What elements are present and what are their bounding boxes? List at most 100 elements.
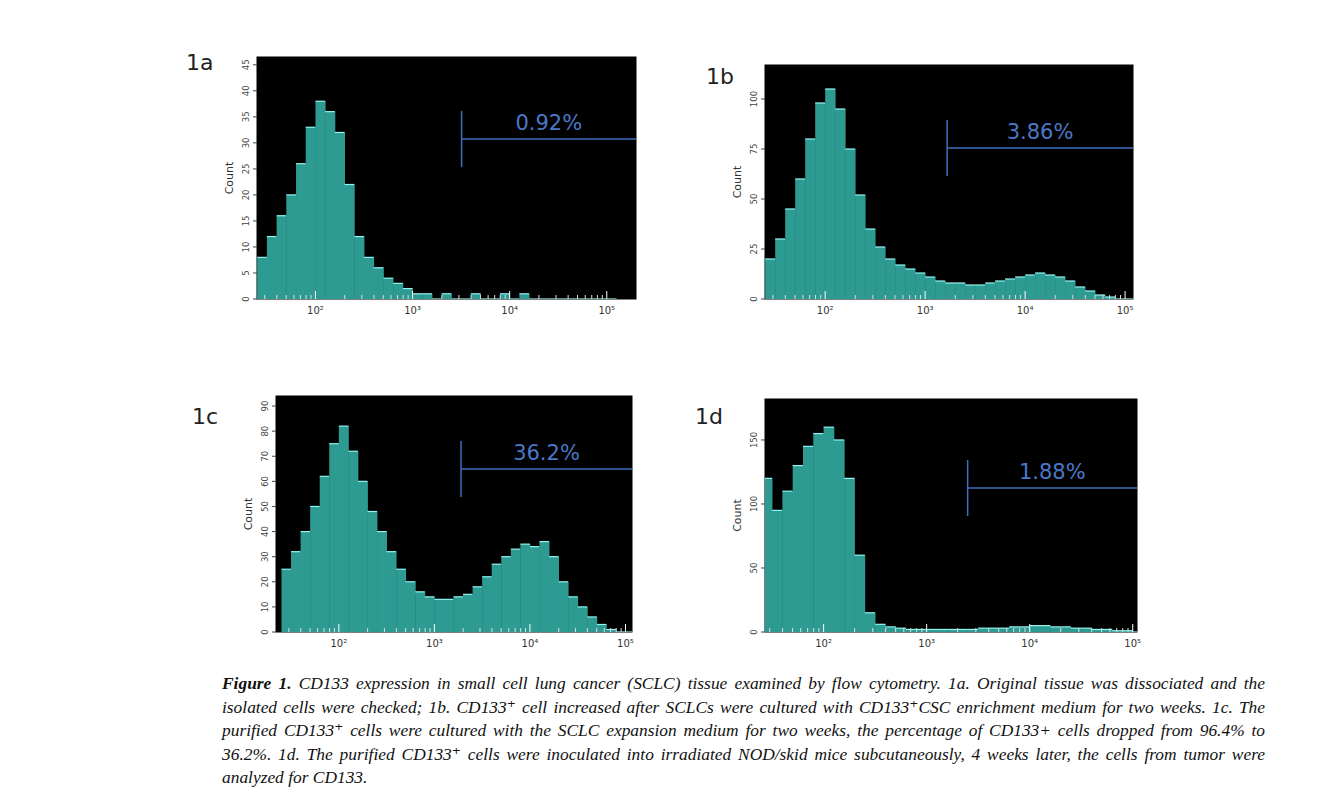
minor-tick	[909, 295, 910, 299]
minor-tick	[1109, 295, 1110, 299]
x-tick	[1132, 624, 1133, 632]
histogram-bin	[539, 542, 549, 632]
minor-tick	[985, 295, 986, 299]
histogram-bin-top	[925, 276, 935, 277]
histogram-bin	[286, 195, 296, 299]
histogram-bin	[815, 103, 825, 299]
histogram-bin-top	[775, 238, 785, 239]
histogram-bin	[775, 239, 785, 299]
histogram-bin	[805, 139, 815, 299]
y-tick	[253, 246, 257, 247]
histogram-bin	[845, 149, 855, 299]
histogram-bin	[1019, 627, 1030, 632]
histogram-bin	[354, 237, 364, 299]
minor-tick	[488, 295, 489, 299]
histogram-bin-top	[434, 599, 444, 600]
histogram-bin-top	[296, 163, 306, 164]
histogram-bin	[607, 299, 617, 300]
histogram-bin-top	[539, 298, 549, 299]
histogram-bin-top	[559, 581, 569, 582]
histogram-bin-top	[1015, 276, 1025, 277]
histogram-bin	[1025, 275, 1035, 299]
y-tick-label: 70	[260, 451, 270, 462]
y-tick-label: 20	[241, 189, 251, 200]
histogram-bin	[453, 597, 463, 632]
histogram-bin-top	[1102, 629, 1112, 630]
histogram-bin	[968, 629, 979, 632]
x-tick-label: 10⁴	[522, 638, 539, 649]
y-tick	[272, 481, 276, 482]
histogram-bin	[597, 624, 607, 632]
histogram-bin-top	[578, 298, 588, 299]
minor-tick	[515, 628, 516, 632]
minor-tick	[895, 295, 896, 299]
histogram-bin	[935, 281, 945, 299]
histogram-bin-top	[937, 629, 947, 630]
minor-tick	[587, 628, 588, 632]
histogram-bin	[785, 209, 795, 299]
histogram-bin	[1102, 629, 1113, 632]
histogram-bin	[501, 557, 511, 632]
minor-tick	[525, 628, 526, 632]
minor-tick	[915, 295, 916, 299]
histogram-bin	[965, 285, 975, 299]
minor-tick	[575, 628, 576, 632]
y-tick-label: 90	[260, 401, 270, 412]
y-tick-label: 100	[749, 91, 759, 107]
histogram-bin-top	[845, 148, 855, 149]
y-axis-label: Count	[731, 165, 744, 198]
histogram-bin-top	[310, 506, 320, 507]
histogram-bin-top	[1092, 629, 1102, 630]
histogram-bin	[377, 532, 387, 632]
x-tick-label: 10⁵	[598, 305, 615, 316]
panel-3: 1d10²10³10⁴10⁵050100150Count1.88%	[695, 399, 1143, 649]
y-tick-label: 20	[260, 576, 270, 587]
histogram-bin-top	[501, 556, 511, 557]
histogram-bin-top	[885, 626, 895, 627]
histogram-bin-top	[257, 257, 267, 258]
minor-tick	[538, 295, 539, 299]
histogram-bin	[529, 299, 539, 300]
minor-tick	[1120, 295, 1121, 299]
minor-tick	[276, 295, 277, 299]
histogram-bin-top	[955, 282, 965, 283]
histogram-bin	[587, 617, 597, 632]
minor-tick	[1091, 628, 1092, 632]
histogram-bin	[1061, 627, 1072, 632]
histogram-bin	[444, 599, 454, 632]
histogram	[765, 427, 1137, 632]
minor-tick	[807, 628, 808, 632]
histogram-bin	[1081, 628, 1092, 632]
minor-tick	[920, 295, 921, 299]
y-tick-label: 10	[260, 601, 270, 612]
panel-label: 1b	[706, 64, 734, 89]
histogram-bin-top	[500, 293, 510, 294]
histogram-bin	[367, 511, 377, 632]
minor-tick	[505, 295, 506, 299]
y-tick	[761, 249, 765, 250]
plot-area	[276, 396, 632, 632]
histogram-bin	[281, 569, 291, 632]
x-tick-label: 10⁴	[501, 305, 518, 316]
minor-tick	[568, 295, 569, 299]
y-tick	[761, 632, 765, 633]
minor-tick	[885, 295, 886, 299]
histogram-bin-top	[597, 624, 607, 625]
gate-label: 0.92%	[515, 111, 582, 135]
minor-tick	[972, 295, 973, 299]
histogram-bin-top	[315, 101, 325, 102]
y-tick-label: 80	[260, 426, 270, 437]
histogram-bin-top	[935, 280, 945, 281]
y-tick	[253, 116, 257, 117]
caption-label: Figure 1.	[222, 673, 292, 693]
histogram-bin	[782, 491, 793, 632]
histogram-bin-top	[785, 208, 795, 209]
y-tick	[761, 567, 765, 568]
minor-tick	[792, 628, 793, 632]
x-tick-label: 10³	[917, 305, 934, 316]
x-tick-label: 10⁴	[1017, 305, 1034, 316]
histogram-bin-top	[793, 465, 803, 466]
histogram-bin	[1112, 631, 1123, 632]
minor-tick	[910, 628, 911, 632]
histogram-bin-top	[875, 624, 885, 625]
